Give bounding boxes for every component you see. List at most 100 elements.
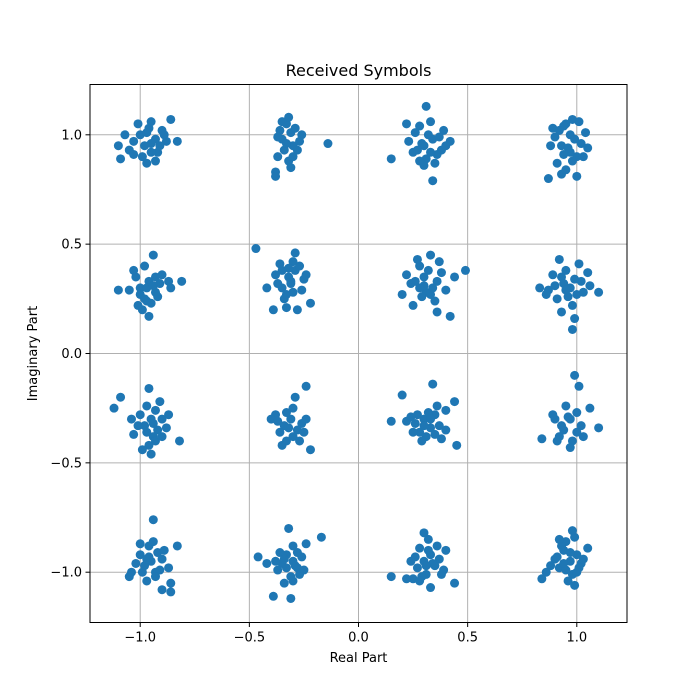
scatter-point: [137, 445, 147, 455]
scatter-point: [434, 421, 444, 431]
scatter-point: [574, 381, 584, 391]
scatter-point: [410, 128, 420, 138]
scatter-point: [268, 591, 278, 601]
scatter-point: [430, 296, 440, 306]
scatter-point: [578, 287, 588, 297]
scatter-point: [164, 563, 174, 573]
scatter-point: [150, 405, 160, 415]
scatter-point: [146, 147, 156, 157]
scatter-point: [426, 414, 436, 424]
scatter-point: [146, 139, 156, 149]
scatter-point: [419, 421, 429, 431]
scatter-point: [297, 130, 307, 140]
chart-title: Received Symbols: [286, 61, 432, 80]
scatter-point: [172, 541, 182, 551]
scatter-point: [262, 558, 272, 568]
scatter-point: [137, 567, 147, 577]
scatter-point: [552, 158, 562, 168]
scatter-point: [408, 300, 418, 310]
scatter-point: [445, 311, 455, 321]
scatter-point: [135, 410, 145, 420]
scatter-point: [441, 285, 451, 295]
scatter-point: [153, 425, 163, 435]
scatter-point: [301, 381, 311, 391]
scatter-point: [402, 574, 412, 584]
scatter-point: [120, 130, 130, 140]
scatter-point: [297, 285, 307, 295]
scatter-point: [428, 379, 438, 389]
data-points: [109, 101, 604, 603]
scatter-point: [559, 558, 569, 568]
scatter-point: [563, 576, 573, 586]
scatter-point: [159, 545, 169, 555]
scatter-point: [129, 136, 139, 146]
scatter-point: [417, 292, 427, 302]
scatter-point: [452, 440, 462, 450]
scatter-point: [305, 445, 315, 455]
scatter-point: [434, 257, 444, 267]
scatter-point: [166, 283, 176, 293]
scatter-point: [286, 593, 296, 603]
scatter-point: [142, 401, 152, 411]
scatter-point: [428, 176, 438, 186]
scatter-point: [565, 548, 575, 558]
scatter-point: [157, 414, 167, 424]
scatter-point: [570, 134, 580, 144]
scatter-point: [148, 515, 158, 525]
scatter-point: [561, 165, 571, 175]
scatter-point: [554, 254, 564, 264]
scatter-point: [157, 554, 167, 564]
scatter-point: [541, 289, 551, 299]
scatter-point: [583, 268, 593, 278]
scatter-point: [275, 548, 285, 558]
scatter-point: [585, 281, 595, 291]
scatter-point: [144, 440, 154, 450]
scatter-point: [116, 392, 126, 402]
scatter-point: [567, 156, 577, 166]
scatter-point: [172, 136, 182, 146]
scatter-point: [541, 567, 551, 577]
scatter-point: [140, 294, 150, 304]
scatter-point: [419, 528, 429, 538]
scatter-point: [434, 132, 444, 142]
scatter-point: [113, 141, 123, 151]
scatter-point: [412, 145, 422, 155]
scatter-point: [161, 423, 171, 433]
scatter-point: [142, 576, 152, 586]
scatter-point: [129, 265, 139, 275]
scatter-point: [419, 414, 429, 424]
scatter-point: [436, 268, 446, 278]
grid: [90, 84, 627, 623]
scatter-point: [157, 432, 167, 442]
scatter-point: [142, 128, 152, 138]
scatter-point: [155, 397, 165, 407]
scatter-point: [284, 263, 294, 273]
scatter-point: [323, 139, 333, 149]
scatter-point: [423, 265, 433, 275]
scatter-point: [277, 117, 287, 127]
scatter-point: [430, 429, 440, 439]
x-tick-label: −0.5: [234, 631, 266, 646]
scatter-point: [561, 401, 571, 411]
scatter-point: [150, 156, 160, 166]
scatter-point: [594, 423, 604, 433]
scatter-point: [273, 416, 283, 426]
scatter-point: [421, 561, 431, 571]
scatter-point: [576, 139, 586, 149]
scatter-point: [557, 421, 567, 431]
scatter-point: [552, 552, 562, 562]
scatter-point: [436, 434, 446, 444]
scatter-point: [572, 427, 582, 437]
scatter-point: [415, 576, 425, 586]
scatter-point: [284, 523, 294, 533]
scatter-point: [559, 149, 569, 159]
scatter-point: [386, 154, 396, 164]
scatter-point: [140, 261, 150, 271]
scatter-point: [417, 139, 427, 149]
scatter-point: [552, 436, 562, 446]
scatter-point: [423, 545, 433, 555]
scatter-point: [421, 101, 431, 111]
scatter-point: [397, 289, 407, 299]
scatter-point: [543, 174, 553, 184]
